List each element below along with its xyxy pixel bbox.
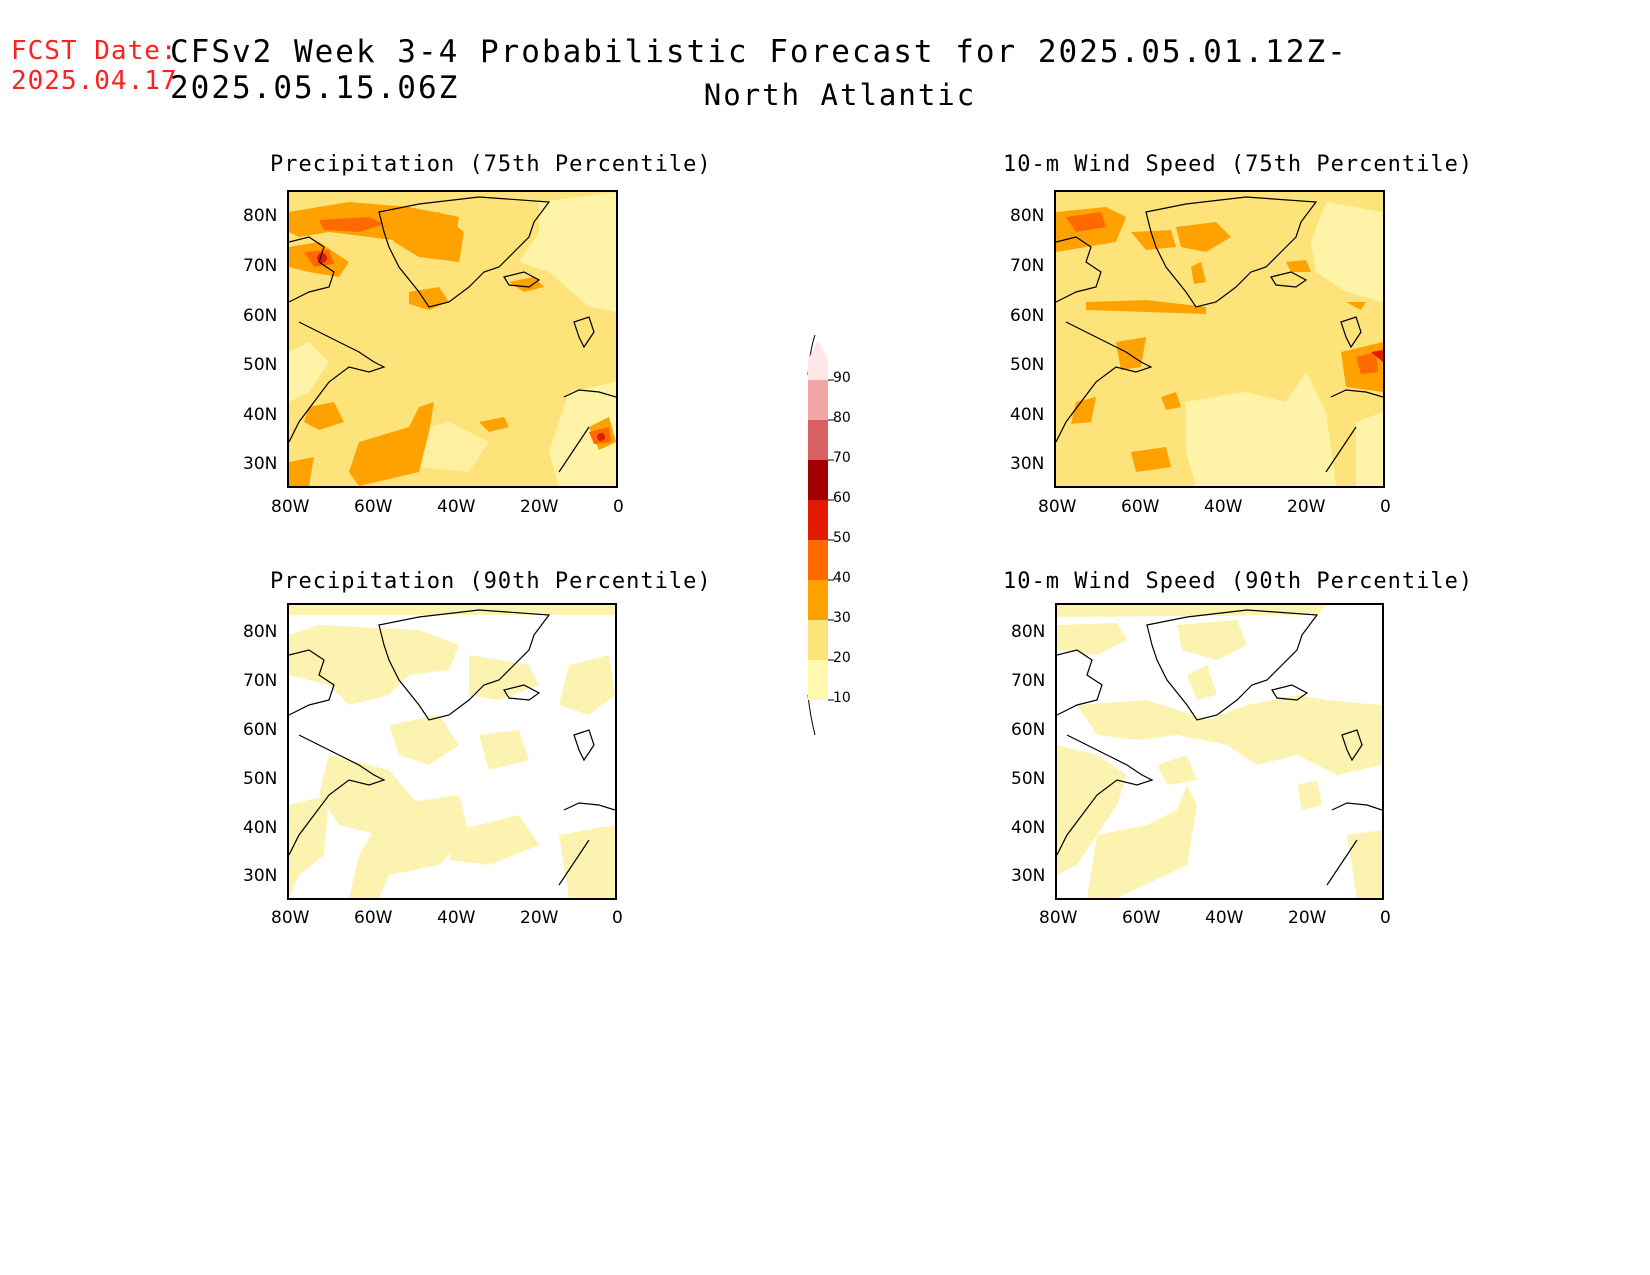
- panel-title-precip90: Precipitation (90th Percentile): [270, 569, 712, 594]
- lon-label: 20W: [520, 497, 559, 517]
- lon-label: 20W: [1287, 497, 1326, 517]
- map-precip75: [287, 190, 618, 488]
- colorbar: [805, 334, 865, 736]
- figure-region: North Atlantic: [0, 78, 1650, 112]
- lon-label: 0: [1380, 497, 1391, 517]
- colorbar-swatch: [808, 660, 828, 700]
- colorbar-swatch: [808, 460, 828, 500]
- lon-label: 20W: [520, 908, 559, 928]
- lat-label: 30N: [1010, 454, 1045, 474]
- lat-label: 50N: [1010, 355, 1045, 375]
- figure-title: CFSv2 Week 3-4 Probabilistic Forecast fo…: [170, 34, 1348, 106]
- lon-label: 40W: [437, 908, 476, 928]
- lat-label: 70N: [1010, 256, 1045, 276]
- lat-label: 40N: [243, 405, 278, 425]
- lon-label: 60W: [354, 908, 393, 928]
- lat-label: 50N: [243, 355, 278, 375]
- lat-label: 70N: [243, 256, 278, 276]
- colorbar-label: 10: [833, 690, 851, 706]
- lat-label: 30N: [1011, 866, 1046, 886]
- colorbar-label: 50: [833, 530, 851, 546]
- lon-label: 80W: [271, 497, 310, 517]
- map-precip90: [287, 603, 617, 900]
- colorbar-label: 60: [833, 490, 851, 506]
- colorbar-swatch: [808, 420, 828, 460]
- region-text: North Atlantic: [703, 78, 977, 112]
- colorbar-swatch: [808, 540, 828, 580]
- forecast-date-block: FCST Date: 2025.04.17: [11, 36, 178, 96]
- panel-title-wind75: 10-m Wind Speed (75th Percentile): [1003, 152, 1474, 177]
- colorbar-swatch: [808, 500, 828, 540]
- lat-label: 60N: [1011, 720, 1046, 740]
- lat-label: 30N: [243, 454, 278, 474]
- lat-label: 80N: [1011, 622, 1046, 642]
- lon-label: 0: [612, 908, 623, 928]
- colorbar-label: 40: [833, 570, 851, 586]
- lon-label: 80W: [1039, 908, 1078, 928]
- panel-title-precip75: Precipitation (75th Percentile): [270, 152, 712, 177]
- lon-label: 60W: [1122, 908, 1161, 928]
- lat-label: 80N: [1010, 206, 1045, 226]
- lon-label: 80W: [271, 908, 310, 928]
- colorbar-label: 80: [833, 410, 851, 426]
- lon-label: 60W: [354, 497, 393, 517]
- colorbar-swatch: [808, 580, 828, 620]
- lat-label: 80N: [243, 206, 278, 226]
- lon-label: 0: [1380, 908, 1391, 928]
- lon-label: 40W: [1204, 497, 1243, 517]
- colorbar-label: 70: [833, 450, 851, 466]
- lat-label: 70N: [1011, 671, 1046, 691]
- colorbar-swatch: [808, 620, 828, 660]
- lat-label: 60N: [243, 306, 278, 326]
- fcst-date-label: FCST Date:: [11, 36, 178, 66]
- fcst-date-value: 2025.04.17: [11, 66, 178, 96]
- lat-label: 40N: [1011, 818, 1046, 838]
- map-wind90: [1055, 603, 1384, 900]
- colorbar-graphic: [807, 334, 834, 736]
- lat-label: 30N: [243, 866, 278, 886]
- lon-label: 40W: [437, 497, 476, 517]
- colorbar-label: 90: [833, 370, 851, 386]
- lat-label: 60N: [243, 720, 278, 740]
- lat-label: 60N: [1010, 306, 1045, 326]
- panel-title-wind90: 10-m Wind Speed (90th Percentile): [1003, 569, 1474, 594]
- colorbar-swatch: [808, 380, 828, 420]
- lon-label: 20W: [1288, 908, 1327, 928]
- lon-label: 80W: [1038, 497, 1077, 517]
- colorbar-label: 20: [833, 650, 851, 666]
- colorbar-top-arrow: [808, 340, 828, 360]
- lon-label: 0: [613, 497, 624, 517]
- lat-label: 40N: [1010, 405, 1045, 425]
- lat-label: 40N: [243, 818, 278, 838]
- colorbar-swatch: [808, 360, 828, 380]
- lat-label: 80N: [243, 622, 278, 642]
- lat-label: 70N: [243, 671, 278, 691]
- lat-label: 50N: [1011, 769, 1046, 789]
- lon-label: 60W: [1121, 497, 1160, 517]
- map-wind75: [1054, 190, 1385, 488]
- lon-label: 40W: [1205, 908, 1244, 928]
- lat-label: 50N: [243, 769, 278, 789]
- colorbar-label: 30: [833, 610, 851, 626]
